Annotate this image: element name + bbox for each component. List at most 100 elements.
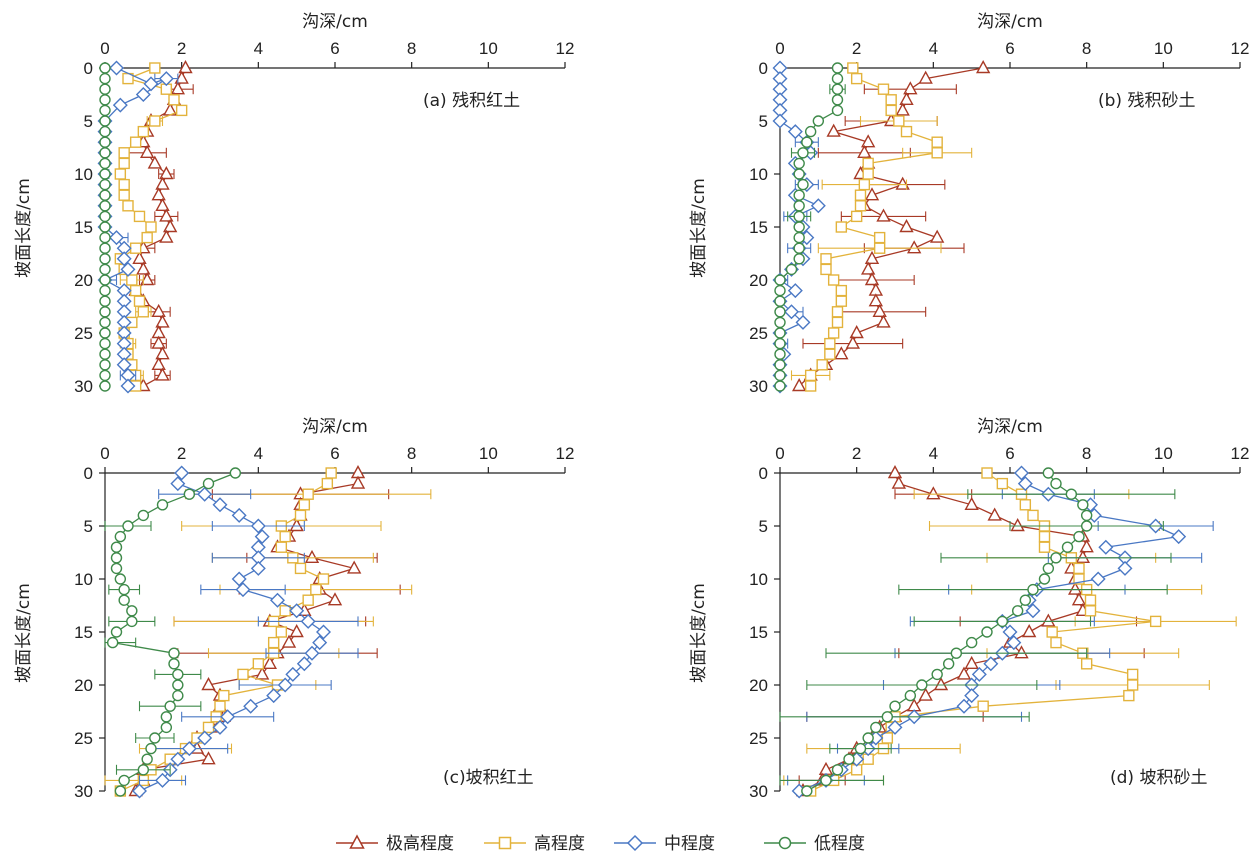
data-point <box>159 229 174 243</box>
x-axis-title: 沟深/cm <box>302 417 368 437</box>
data-point <box>99 337 111 350</box>
data-point <box>174 70 189 84</box>
data-point <box>1025 603 1041 619</box>
data-point <box>906 240 922 254</box>
data-point <box>160 711 173 723</box>
data-point <box>181 741 197 757</box>
data-point <box>99 380 111 392</box>
data-point <box>1073 573 1085 585</box>
data-point <box>831 94 844 106</box>
data-point <box>317 573 330 585</box>
data-point <box>120 378 136 394</box>
data-point <box>1019 499 1032 511</box>
data-point <box>956 666 972 680</box>
data-point <box>787 124 803 140</box>
data-point <box>784 304 799 320</box>
data-point <box>201 677 216 691</box>
data-point <box>904 689 917 702</box>
data-point <box>793 242 805 254</box>
data-point <box>137 509 150 522</box>
axes: 0 2 4 6 8 10 12 0 5 10 15 20 25 30 <box>749 444 1249 801</box>
data-point <box>118 583 130 596</box>
data-point <box>804 369 817 382</box>
series-triangle <box>128 465 401 797</box>
data-point <box>289 624 304 638</box>
data-point <box>1006 635 1022 651</box>
data-point <box>860 261 876 275</box>
x-tick-label: 6 <box>330 39 339 58</box>
data-point <box>774 327 786 339</box>
data-point <box>964 688 980 704</box>
legend-entry-medium: 中程度 <box>614 834 715 854</box>
data-point <box>126 605 138 617</box>
x-tick-label: 8 <box>407 444 416 463</box>
data-point <box>824 337 836 350</box>
data-point <box>99 316 111 329</box>
data-point <box>774 295 786 307</box>
y-tick-label: 15 <box>74 623 93 642</box>
data-point <box>812 115 825 127</box>
data-point <box>316 624 331 640</box>
data-point <box>141 753 153 765</box>
data-point <box>135 87 151 102</box>
data-point <box>899 91 914 105</box>
data-point <box>118 157 130 170</box>
data-point <box>1014 465 1029 481</box>
series-circle <box>774 62 846 392</box>
data-point <box>120 261 136 277</box>
data-point <box>281 634 297 648</box>
data-point <box>889 700 901 712</box>
data-point <box>164 700 176 712</box>
x-tick-label: 4 <box>929 39 938 58</box>
data-point <box>843 753 855 765</box>
data-point <box>793 200 805 212</box>
panel-c: 沟深/cm 坡面长度/cm 0 2 4 6 8 10 12 0 5 10 15 20 25 30 (c)坡积… <box>14 417 574 801</box>
data-point <box>110 626 123 638</box>
data-point <box>118 147 130 159</box>
x-tick-label: 0 <box>100 39 109 58</box>
x-tick-label: 0 <box>775 444 784 463</box>
data-point <box>170 81 186 95</box>
data-point <box>300 613 316 629</box>
triangle-marker-icon <box>349 834 365 849</box>
data-point <box>854 189 867 201</box>
data-point <box>847 62 859 74</box>
data-point <box>876 314 891 328</box>
y-tick-label: 0 <box>84 59 93 78</box>
data-point <box>270 592 285 608</box>
data-point <box>831 316 844 329</box>
data-point <box>834 346 849 360</box>
data-point <box>1149 615 1162 628</box>
data-point <box>835 295 848 307</box>
x-tick-label: 4 <box>929 444 938 463</box>
data-point <box>168 658 180 670</box>
data-point <box>849 325 864 339</box>
data-point <box>1084 605 1097 617</box>
y-tick-label: 20 <box>749 271 768 290</box>
legend-entry-low: 低程度 <box>764 834 865 854</box>
data-point <box>99 231 111 244</box>
y-tick-label: 15 <box>749 623 768 642</box>
x-tick-label: 10 <box>479 444 498 463</box>
y-tick-label: 10 <box>749 165 768 184</box>
data-point <box>99 189 111 201</box>
data-point <box>143 76 159 92</box>
data-point <box>774 337 786 350</box>
data-point <box>818 761 834 775</box>
data-point <box>1027 509 1039 522</box>
x-tick-label: 6 <box>1005 444 1014 463</box>
data-point <box>964 496 979 510</box>
y-tick-label: 25 <box>749 324 768 343</box>
data-point <box>1042 562 1055 575</box>
data-point <box>981 467 993 479</box>
data-point <box>873 242 886 254</box>
data-point <box>1098 539 1114 555</box>
data-point <box>793 168 805 180</box>
y-tick-label: 25 <box>74 324 93 343</box>
data-point <box>887 465 903 479</box>
data-point <box>99 295 111 307</box>
data-point <box>118 189 130 201</box>
data-point <box>774 348 786 360</box>
y-tick-label: 10 <box>749 570 768 589</box>
